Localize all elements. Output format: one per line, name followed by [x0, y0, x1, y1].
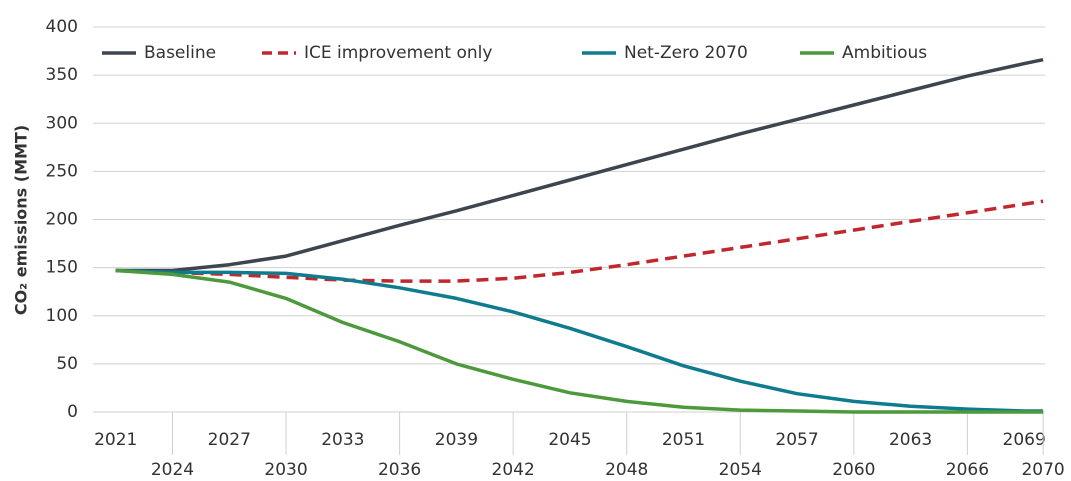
legend-label: Baseline: [144, 43, 216, 63]
x-tick-label: 2066: [946, 460, 989, 480]
x-tick-label: 2057: [775, 430, 818, 450]
y-tick-label: 250: [46, 161, 78, 181]
x-tick-label: 2054: [719, 460, 762, 480]
y-tick-label: 0: [67, 402, 78, 422]
legend-label: Net-Zero 2070: [624, 43, 748, 63]
x-tick-label: 2021: [94, 430, 137, 450]
x-tick-label: 2030: [264, 460, 307, 480]
y-tick-label: 350: [46, 65, 78, 85]
legend-label: Ambitious: [842, 43, 927, 63]
x-tick-label: 2024: [151, 460, 194, 480]
x-tick-label: 2042: [492, 460, 535, 480]
y-tick-label: 150: [46, 258, 78, 278]
y-tick-label: 200: [46, 210, 78, 230]
x-tick-label: 2036: [378, 460, 421, 480]
y-tick-label: 100: [46, 306, 78, 326]
x-tick-label: 2045: [548, 430, 591, 450]
line-series: [115, 268, 1044, 414]
x-tick-label: 2033: [321, 430, 364, 450]
x-tick-label: 2027: [208, 430, 251, 450]
legend-label: ICE improvement only: [304, 43, 492, 63]
x-tick-label: 2048: [605, 460, 648, 480]
x-tick-label: 2063: [889, 430, 932, 450]
x-tick-label: 2070: [1021, 460, 1064, 480]
y-axis-label: CO₂ emissions (MMT): [12, 125, 31, 315]
x-tick-label: 2051: [662, 430, 705, 450]
line-series: [115, 199, 1044, 283]
y-tick-label: 300: [46, 113, 78, 133]
x-tick-label: 2069: [1003, 430, 1046, 450]
line-series: [115, 268, 1044, 413]
y-tick-label: 400: [46, 17, 78, 37]
y-tick-label: 50: [56, 354, 78, 374]
line-series: [115, 57, 1044, 273]
x-tick-label: 2060: [832, 460, 875, 480]
x-tick-label: 2039: [435, 430, 478, 450]
